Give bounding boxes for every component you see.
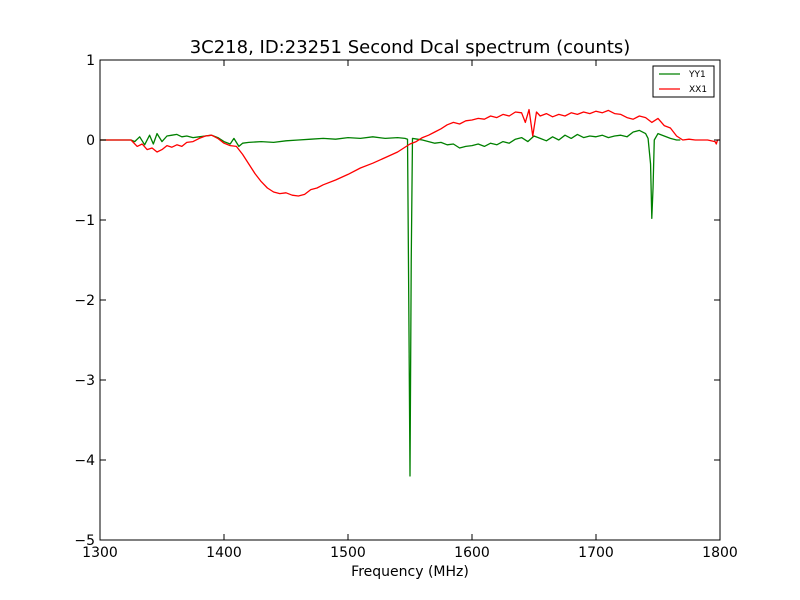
x-tick-label: 1800 — [702, 545, 738, 561]
y-tick-label: −3 — [74, 373, 95, 389]
y-tick-label: −1 — [74, 213, 95, 229]
y-tick-label: 0 — [86, 133, 95, 149]
x-tick-label: 1600 — [454, 545, 490, 561]
x-axis-ticks: 1300 1400 1500 1600 1700 1800 — [82, 60, 738, 561]
legend-label-xx1: XX1 — [689, 85, 707, 95]
x-tick-label: 1400 — [206, 545, 242, 561]
legend-label-yy1: YY1 — [688, 70, 706, 80]
y-tick-label: −5 — [74, 533, 95, 549]
y-tick-label: 1 — [86, 53, 95, 69]
series-line-yy1 — [100, 129, 681, 477]
y-axis-ticks: −5 −4 −3 −2 −1 0 1 — [74, 53, 720, 549]
x-tick-label: 1700 — [578, 545, 614, 561]
legend-box — [652, 65, 715, 98]
x-axis-label: Frequency (MHz) — [351, 564, 469, 580]
series-line-xx1 — [100, 108, 720, 197]
x-tick-label: 1300 — [82, 545, 118, 561]
y-tick-label: −4 — [74, 453, 95, 469]
chart-title: 3C218, ID:23251 Second Dcal spectrum (co… — [190, 37, 631, 58]
series-layer — [100, 108, 720, 477]
y-tick-label: −2 — [74, 293, 95, 309]
x-tick-label: 1500 — [330, 545, 366, 561]
legend: YY1 XX1 — [652, 65, 715, 98]
